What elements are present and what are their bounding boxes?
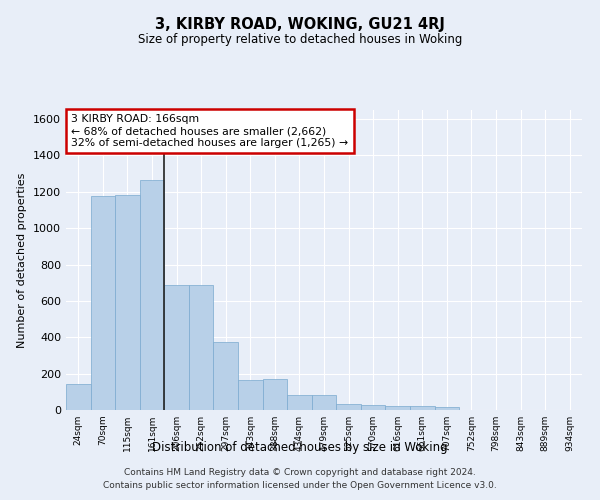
Bar: [66, 384, 91, 410]
Text: Contains HM Land Registry data © Crown copyright and database right 2024.: Contains HM Land Registry data © Crown c…: [124, 468, 476, 477]
Bar: [336, 404, 361, 410]
Bar: [312, 395, 336, 410]
Bar: [263, 380, 287, 410]
Bar: [164, 286, 189, 410]
Bar: [238, 380, 263, 410]
Bar: [140, 180, 164, 410]
Text: Contains public sector information licensed under the Open Government Licence v3: Contains public sector information licen…: [103, 480, 497, 490]
Text: 3, KIRBY ROAD, WOKING, GU21 4RJ: 3, KIRBY ROAD, WOKING, GU21 4RJ: [155, 18, 445, 32]
Y-axis label: Number of detached properties: Number of detached properties: [17, 172, 28, 348]
Bar: [115, 194, 140, 410]
Text: Size of property relative to detached houses in Woking: Size of property relative to detached ho…: [138, 32, 462, 46]
Bar: [91, 196, 115, 410]
Text: Distribution of detached houses by size in Woking: Distribution of detached houses by size …: [152, 441, 448, 454]
Bar: [287, 394, 312, 410]
Bar: [434, 408, 459, 410]
Bar: [189, 286, 214, 410]
Bar: [410, 406, 434, 410]
Bar: [214, 342, 238, 410]
Bar: [361, 404, 385, 410]
Bar: [385, 406, 410, 410]
Text: 3 KIRBY ROAD: 166sqm
← 68% of detached houses are smaller (2,662)
32% of semi-de: 3 KIRBY ROAD: 166sqm ← 68% of detached h…: [71, 114, 348, 148]
